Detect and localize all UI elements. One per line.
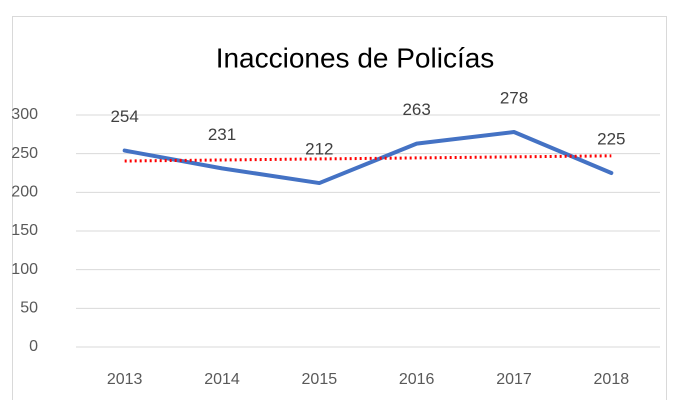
y-tick-label: 0 xyxy=(29,338,38,355)
data-line xyxy=(122,130,614,186)
data-label: 254 xyxy=(110,107,138,126)
x-tick-label: 2017 xyxy=(496,371,532,388)
trend-line xyxy=(124,154,612,163)
chart-title: Inacciones de Policías xyxy=(216,42,495,73)
x-tick-label: 2015 xyxy=(302,371,338,388)
data-label: 212 xyxy=(305,140,333,159)
data-label: 278 xyxy=(500,88,528,107)
y-tick-label: 150 xyxy=(11,222,38,239)
y-tick-label: 250 xyxy=(11,145,38,162)
x-tick-label: 2016 xyxy=(399,371,435,388)
y-tick-label: 100 xyxy=(11,261,38,278)
x-tick-label: 2014 xyxy=(204,371,240,388)
data-label: 231 xyxy=(208,125,236,144)
chart-border xyxy=(12,16,667,400)
y-tick-label: 200 xyxy=(11,184,38,201)
data-label: 263 xyxy=(402,100,430,119)
x-tick-label: 2018 xyxy=(594,371,630,388)
x-tick-label: 2013 xyxy=(107,371,143,388)
data-label: 225 xyxy=(597,129,625,148)
y-tick-label: 50 xyxy=(20,300,38,317)
y-tick-label: 300 xyxy=(11,106,38,123)
